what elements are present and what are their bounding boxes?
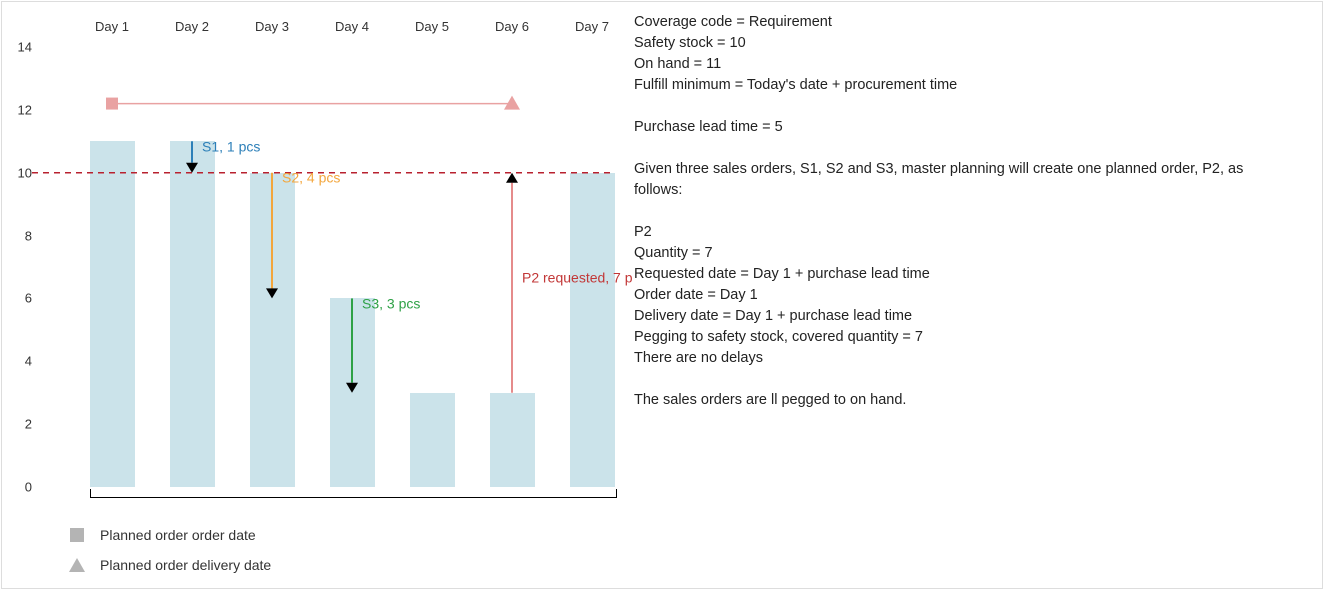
chart-plot-area: S1, 1 pcsS2, 4 pcsS3, 3 pcsP2 requested,… (32, 47, 592, 487)
x-category-label: Day 3 (255, 19, 289, 34)
chart-legend: Planned order order date Planned order d… (68, 522, 271, 582)
legend-item-order-date: Planned order order date (68, 522, 271, 548)
arrow-label-s3: S3, 3 pcs (362, 295, 420, 311)
info-line: Order date = Day 1 (634, 285, 1292, 306)
arrow-label-s1: S1, 1 pcs (202, 138, 260, 154)
info-text-panel: Coverage code = RequirementSafety stock … (634, 12, 1292, 411)
info-line: Fulfill minimum = Today's date + procure… (634, 75, 1292, 96)
legend-item-delivery-date: Planned order delivery date (68, 552, 271, 578)
y-tick-label: 10 (8, 165, 32, 180)
square-icon (68, 526, 86, 544)
y-tick-label: 8 (8, 228, 32, 243)
info-line: Purchase lead time = 5 (634, 117, 1292, 138)
info-line: Coverage code = Requirement (634, 12, 1292, 33)
info-line: Requested date = Day 1 + purchase lead t… (634, 264, 1292, 285)
y-tick-label: 0 (8, 480, 32, 495)
x-category-label: Day 4 (335, 19, 369, 34)
planned-order-end-triangle-icon (504, 96, 520, 110)
info-line: Quantity = 7 (634, 243, 1292, 264)
y-tick-label: 4 (8, 354, 32, 369)
y-tick-label: 12 (8, 102, 32, 117)
arrowhead-s1 (186, 163, 198, 173)
info-line: Pegging to safety stock, covered quantit… (634, 327, 1292, 348)
info-line: The sales orders are ll pegged to on han… (634, 390, 1292, 411)
arrowhead-p2 (506, 173, 518, 183)
arrowhead-s2 (266, 288, 278, 298)
info-line: There are no delays (634, 348, 1292, 369)
info-line: P2 (634, 222, 1292, 243)
x-category-label: Day 1 (95, 19, 129, 34)
info-line: Delivery date = Day 1 + purchase lead ti… (634, 306, 1292, 327)
x-category-label: Day 2 (175, 19, 209, 34)
y-tick-label: 2 (8, 417, 32, 432)
arrowhead-s3 (346, 383, 358, 393)
figure-frame: 0 2 4 6 8 10 12 14 Day 1 Day 2 Day 3 Day 4 Day 5 Day… (1, 1, 1323, 589)
y-tick-label: 6 (8, 291, 32, 306)
arrow-label-p2: P2 requested, 7 p (522, 270, 633, 286)
x-category-label: Day 7 (575, 19, 609, 34)
triangle-icon (68, 556, 86, 574)
x-category-label: Day 5 (415, 19, 449, 34)
info-line: Safety stock = 10 (634, 33, 1292, 54)
legend-label: Planned order order date (100, 527, 256, 543)
y-tick-label: 14 (8, 40, 32, 55)
x-category-label: Day 6 (495, 19, 529, 34)
legend-label: Planned order delivery date (100, 557, 271, 573)
arrow-label-s2: S2, 4 pcs (282, 170, 340, 186)
planned-order-start-square-icon (106, 98, 118, 110)
info-line: Given three sales orders, S1, S2 and S3,… (634, 159, 1292, 201)
info-line: On hand = 11 (634, 54, 1292, 75)
chart-overlay: S1, 1 pcs S2, 4 pcs S3, 3 pcs P2 requested,… (32, 47, 655, 491)
